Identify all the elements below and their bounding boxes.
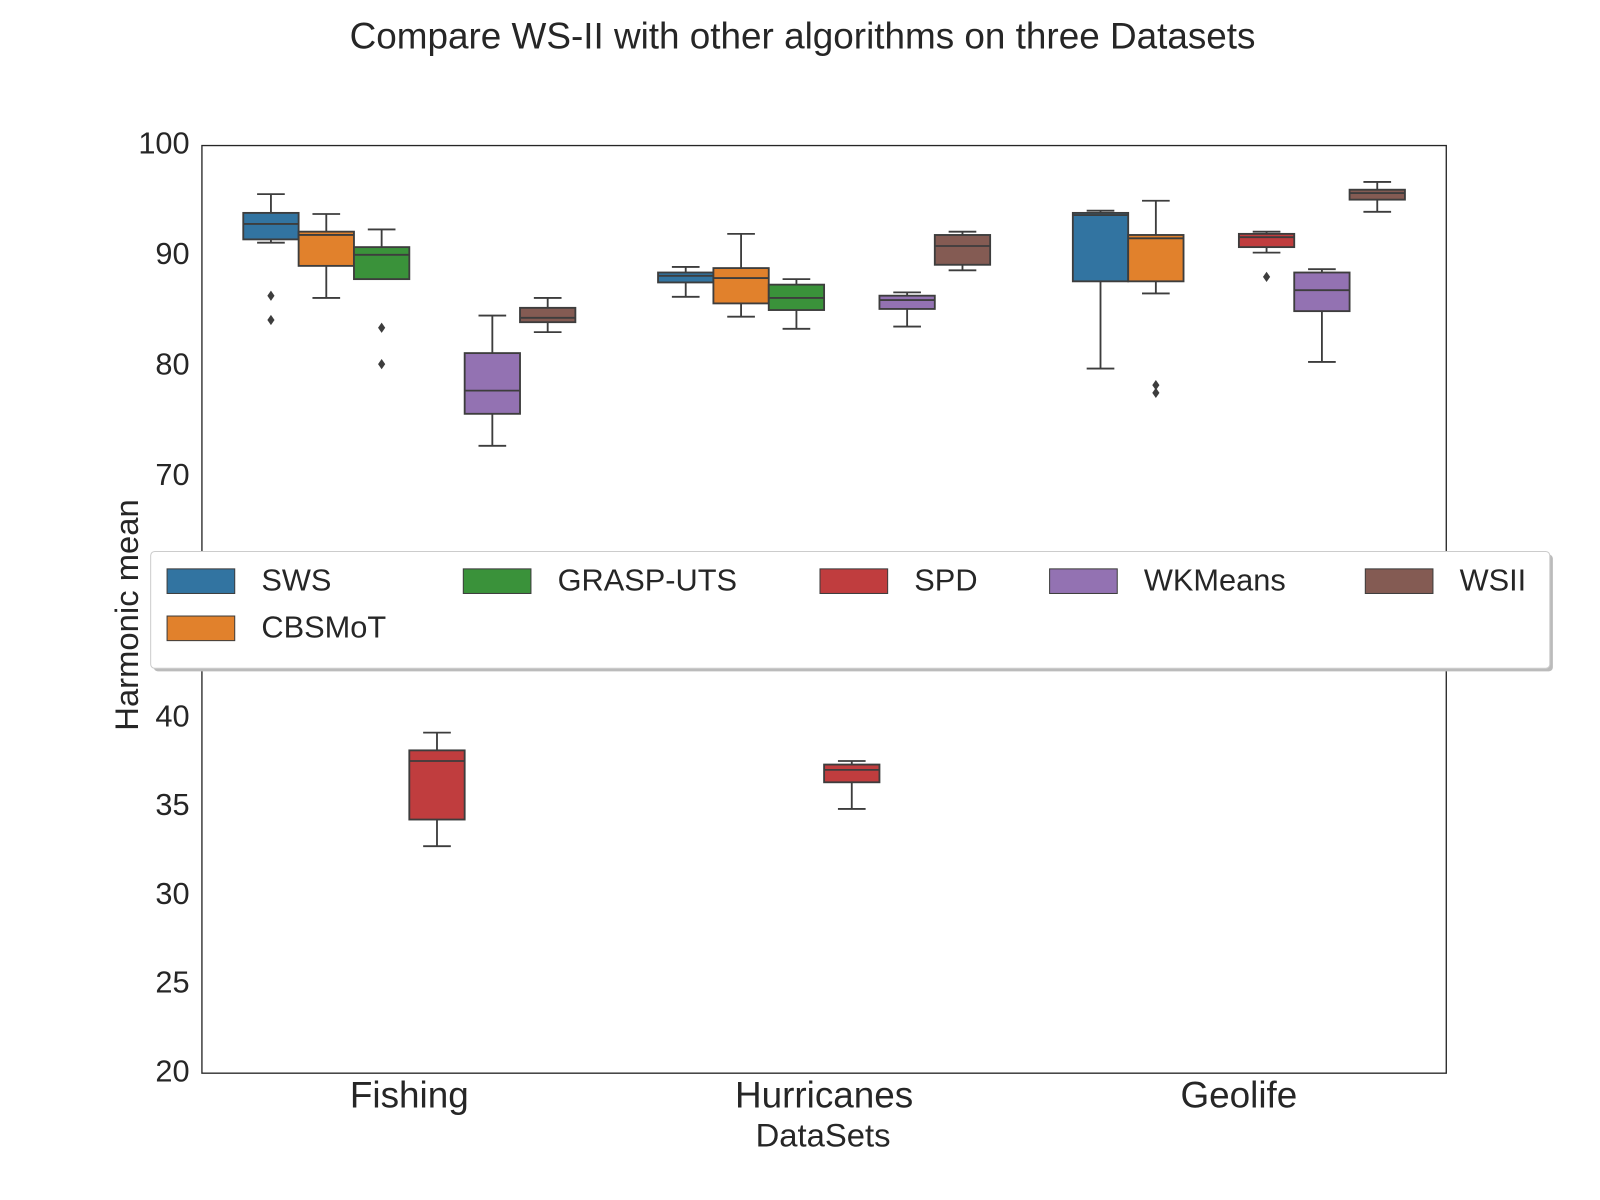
chart-body: Compare WS-II with other algorithms on t… (108, 16, 1553, 1153)
box (463, 352, 521, 415)
y-tick-label: 20 (155, 1053, 189, 1088)
legend-swatch (462, 568, 532, 594)
y-tick-label: 30 (155, 876, 189, 911)
outlier (378, 322, 386, 333)
outlier (267, 290, 275, 301)
y-tick-label: 100 (138, 126, 189, 161)
chart-title: Compare WS-II with other algorithms on t… (350, 16, 1256, 57)
outlier (1262, 271, 1271, 283)
legend-label: CBSMoT (261, 609, 386, 644)
box (297, 230, 355, 267)
box (1237, 232, 1296, 249)
legend-swatch (166, 568, 236, 594)
box (1293, 271, 1351, 313)
y-tick-label: 90 (155, 236, 189, 271)
y-tick-label: 25 (155, 965, 189, 1000)
x-tick-label: Geolife (1180, 1075, 1297, 1116)
box (712, 267, 770, 305)
legend-swatch (166, 615, 236, 642)
legend-label: GRASP-UTS (558, 562, 737, 597)
legend-label: WSII (1460, 562, 1527, 597)
legend: SWS CBSMoT GRASP-UTS SPD WKMeans WSII (150, 550, 1553, 672)
box (519, 306, 577, 324)
y-tick-label: 70 (155, 457, 189, 492)
box (1127, 234, 1185, 283)
box (242, 211, 300, 241)
legend-swatch (1364, 568, 1434, 594)
y-axis-label: Harmonic mean (108, 499, 145, 730)
box (823, 763, 881, 784)
outlier (1152, 387, 1160, 398)
x-tick-label: Hurricanes (735, 1075, 913, 1116)
box (933, 234, 992, 266)
y-tick-label: 40 (155, 699, 189, 734)
box (657, 271, 715, 284)
y-tick-label: 80 (155, 346, 189, 381)
legend-label: SPD (914, 562, 977, 597)
legend-label: WKMeans (1144, 562, 1286, 597)
legend-label: SWS (261, 562, 331, 597)
box (1348, 188, 1406, 201)
x-axis-label: DataSets (756, 1116, 891, 1153)
legend-swatch (819, 568, 889, 594)
box (353, 246, 411, 281)
y-tick-label: 35 (155, 787, 189, 822)
x-tick-label: Fishing (350, 1075, 469, 1116)
box (878, 294, 936, 310)
box (1071, 211, 1130, 283)
legend-swatch (1049, 568, 1118, 594)
outlier (267, 314, 275, 326)
outlier (378, 359, 386, 370)
